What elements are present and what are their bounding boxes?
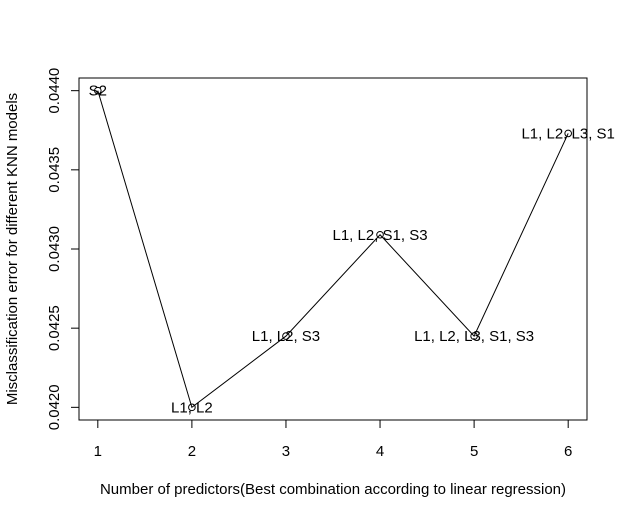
data-point-label: L1, L2, S1, S3 bbox=[332, 227, 427, 244]
x-axis-title: Number of predictors(Best combination ac… bbox=[100, 481, 566, 498]
data-point-label: L1, L2 bbox=[171, 399, 213, 416]
y-tick-label: 0.0425 bbox=[46, 305, 63, 351]
y-tick-label: 0.0440 bbox=[46, 68, 63, 114]
data-point bbox=[470, 332, 478, 340]
y-axis-title: Misclassification error for different KN… bbox=[4, 93, 21, 405]
y-axis: 0.0420 0.0425 0.0430 0.0435 0.0440 bbox=[46, 68, 79, 430]
data-point bbox=[376, 230, 384, 239]
x-axis: 1 2 3 4 5 6 bbox=[94, 420, 572, 460]
x-tick-label: 2 bbox=[188, 443, 196, 460]
plot-frame bbox=[78, 77, 588, 421]
x-tick-label: 6 bbox=[564, 443, 572, 460]
data-point bbox=[94, 86, 102, 95]
data-point-label: L1, L2, L3, S1 bbox=[521, 125, 614, 142]
series-line bbox=[97, 90, 569, 409]
point-labels: S2 L1, L2 L1, L2, S3 L1, L2, S1, S3 L1, L2, … bbox=[89, 83, 615, 417]
y-tick-label: 0.0420 bbox=[46, 384, 63, 430]
data-point bbox=[564, 129, 572, 138]
x-tick-label: 3 bbox=[282, 443, 290, 460]
y-tick-label: 0.0430 bbox=[46, 226, 63, 272]
y-tick-label: 0.0435 bbox=[46, 147, 63, 193]
data-point-label: L1, L2, S3 bbox=[252, 328, 320, 345]
x-tick-label: 4 bbox=[376, 443, 384, 460]
data-points bbox=[94, 86, 572, 412]
data-point-label: S2 bbox=[89, 83, 107, 100]
data-point bbox=[188, 403, 196, 412]
x-tick-label: 5 bbox=[470, 443, 478, 460]
data-point bbox=[282, 332, 290, 340]
data-point-label: L1, L2, L3, S1, S3 bbox=[414, 328, 534, 345]
x-tick-label: 1 bbox=[94, 443, 102, 460]
